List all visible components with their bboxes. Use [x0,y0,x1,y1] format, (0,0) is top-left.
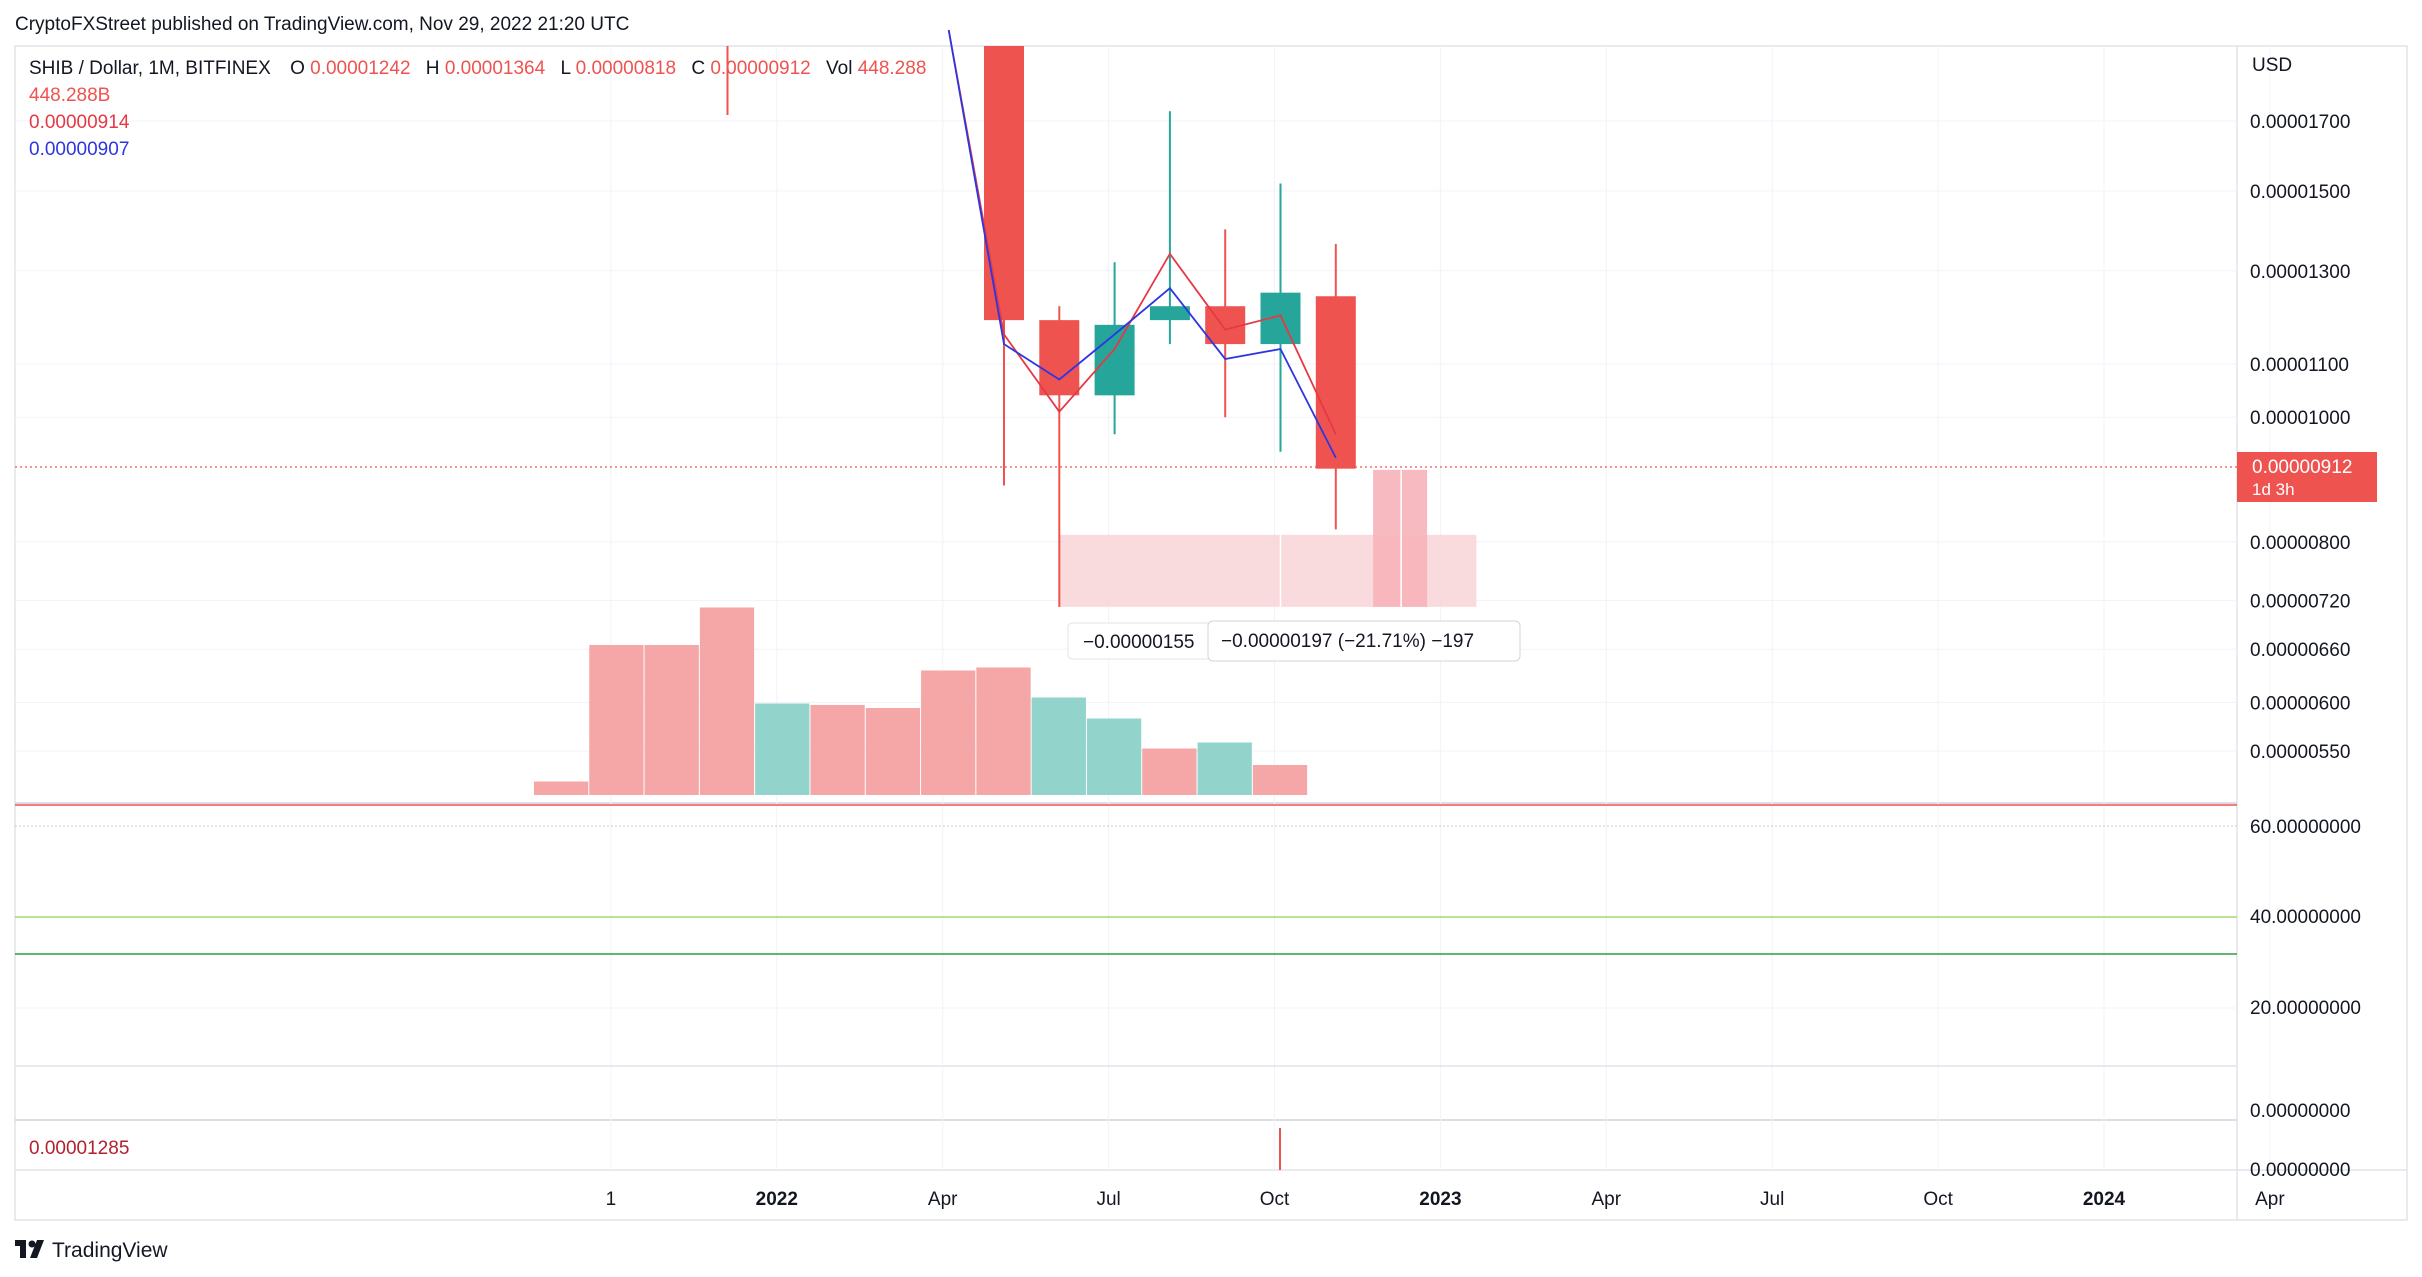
volume-bars [533,607,1308,795]
currency-label: USD [2252,55,2292,76]
footer-brand: TradingView [52,1239,168,1262]
volume-bar [699,607,755,795]
time-tick-label: 2024 [2083,1189,2126,1210]
legend-line-2: 448.288B [29,85,110,106]
volume-bar [644,645,699,795]
time-tick-label: Apr [1592,1189,1622,1210]
volume-bar [755,703,810,795]
legend-vol-label: Vol [826,58,852,79]
legend-symbol: SHIB / Dollar, 1M, BITFINEX [29,58,271,79]
candle-body [1315,296,1356,469]
published-by-header: CryptoFXStreet published on TradingView.… [15,14,629,35]
legend-close-label: C [691,58,705,79]
rsi-level-20: 20.00000000 [2250,998,2361,1019]
price-tick-label: 0.00001700 [2250,112,2350,133]
legend-line-4: 0.00000907 [29,139,129,160]
candle-body [1039,320,1080,396]
sma-blue-line [947,29,1337,459]
legend-vol: 448.288 [858,58,927,79]
measure-zone [1059,469,1477,607]
time-tick-label: Oct [1923,1189,1953,1210]
time-tick-label: Apr [928,1189,958,1210]
time-tick-label: 2022 [756,1189,798,1210]
lower-zero-2: 0.00000000 [2250,1160,2350,1181]
volume-bar [976,667,1031,795]
gridlines [15,46,2271,1170]
last-price-countdown: 1d 3h [2252,480,2295,499]
legend-high-label: H [426,58,440,79]
volume-bar [865,708,921,795]
price-tick-label: 0.00000720 [2250,592,2350,613]
time-tick-label: 2023 [1419,1189,1461,1210]
volume-bar [589,645,644,795]
volume-bar [1031,697,1086,795]
lower-zero-1: 0.00000000 [2250,1101,2350,1122]
measure-rect-projection [1373,469,1428,607]
price-tick-label: 0.00001000 [2250,408,2350,429]
legend-close: 0.00000912 [710,58,810,79]
volume-bar [1252,765,1308,795]
price-tick-label: 0.00000660 [2250,640,2350,661]
tradingview-logo[interactable]: TradingView [15,1239,168,1262]
tradingview-icon [15,1240,44,1258]
time-axis-labels: 1 2022 Apr Jul Oct 2023 Apr Jul Oct 2024 Apr [606,1189,2286,1210]
legend-low: 0.00000818 [576,58,676,79]
volume-bar [1086,718,1142,795]
time-tick-label: Oct [1260,1189,1290,1210]
lower-panel-value: 0.00001285 [29,1138,129,1159]
measure-label-2-box[interactable] [1207,620,1521,662]
measure-label-1: −0.00000155 [1083,632,1194,653]
candle-body [984,46,1024,321]
price-tick-label: 0.00001300 [2250,262,2350,283]
svg-text:SHIB / Dollar, 1M, BITFINEX: SHIB / Dollar, 1M, BITFINEX O 0.00001242… [29,58,926,79]
rsi-level-40: 40.00000000 [2250,907,2361,928]
candle-body [1149,306,1190,321]
legend-low-label: L [560,58,570,79]
candles [726,46,1356,607]
measure-label-2: −0.00000197 (−21.71%) −197 [1221,631,1474,652]
volume-bar [1142,748,1197,795]
chart-frame [14,45,2408,1221]
legend-open: 0.00001242 [310,58,410,79]
price-tick-label: 0.00000800 [2250,533,2350,554]
volume-bar [810,705,865,795]
volume-bar [1197,742,1252,795]
time-tick-label: 1 [606,1189,617,1210]
legend-line-3: 0.00000914 [29,112,130,133]
price-tick-label: 0.00001100 [2250,355,2349,376]
price-axis-labels: 0.00001700 0.00001500 0.00001300 0.00001100… [2250,112,2350,763]
last-price-badge [2237,452,2377,502]
rsi-level-60: 60.00000000 [2250,817,2361,838]
price-tick-label: 0.00000550 [2250,742,2350,763]
candle-body [1094,324,1135,396]
price-tick-label: 0.00000600 [2250,693,2350,714]
legend: SHIB / Dollar, 1M, BITFINEX O 0.00001242… [29,58,926,160]
volume-bar [533,781,589,795]
sma-red-line [947,29,1337,435]
time-tick-label: Jul [1760,1189,1784,1210]
legend-high: 0.00001364 [445,58,546,79]
legend-open-label: O [290,58,305,79]
price-tick-label: 0.00001500 [2250,182,2350,203]
moving-averages [947,29,1337,459]
time-tick-label: Jul [1096,1189,1120,1210]
volume-bar [921,670,976,795]
time-tick-label: Apr [2255,1189,2285,1210]
last-price-value: 0.00000912 [2252,457,2352,478]
